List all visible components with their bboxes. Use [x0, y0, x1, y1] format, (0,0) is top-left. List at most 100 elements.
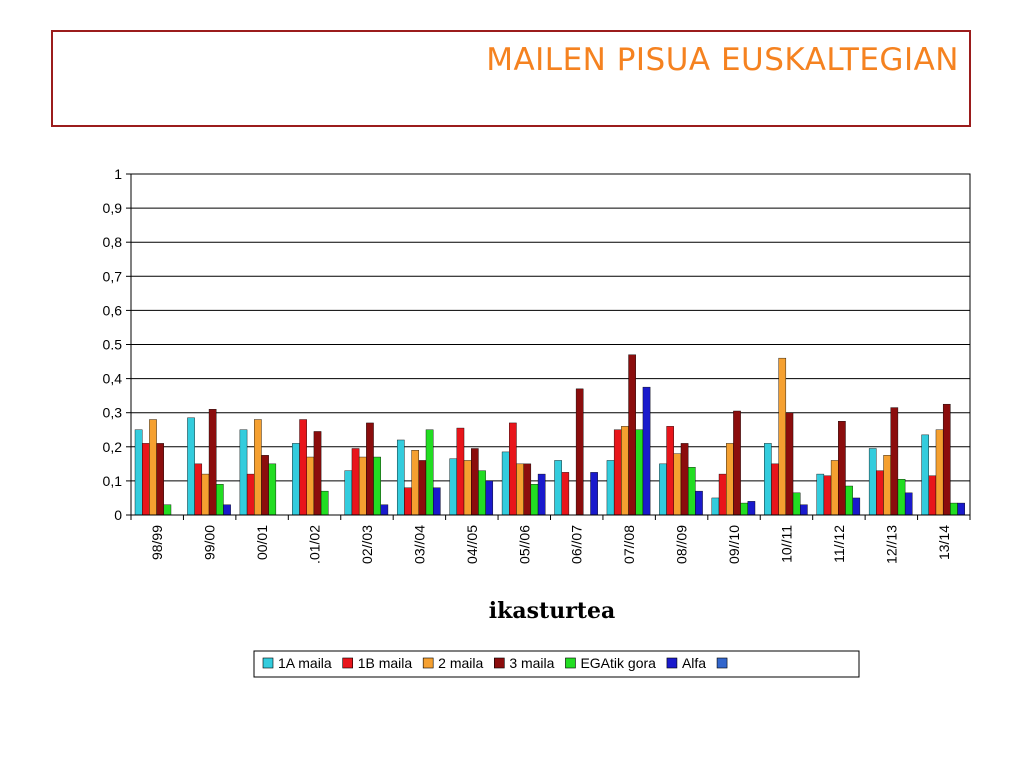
- x-tick-label: 05//06: [516, 525, 532, 564]
- bar: [785, 412, 794, 516]
- bar: [268, 463, 277, 516]
- legend: 1A maila 1B maila 2 maila 3 maila EGAtik gor…: [253, 650, 860, 678]
- bar: [156, 443, 165, 516]
- bar: [935, 429, 944, 516]
- bar: [764, 443, 772, 516]
- y-tick-label: 0,8: [103, 234, 123, 250]
- bar: [373, 456, 381, 516]
- bar: [509, 422, 517, 516]
- y-tick-label: 0,7: [103, 268, 123, 284]
- x-tick-label: 12//13: [883, 525, 899, 564]
- bar: [613, 429, 622, 516]
- bar: [876, 470, 884, 516]
- bar: [523, 463, 532, 516]
- bar: [816, 473, 825, 516]
- bar: [485, 480, 494, 516]
- x-tick-label: 06//07: [569, 525, 585, 564]
- bar: [380, 504, 389, 516]
- bar: [351, 448, 360, 516]
- bar: [216, 484, 224, 516]
- bar: [292, 443, 300, 516]
- bar: [239, 429, 248, 516]
- bar: [868, 448, 877, 516]
- bar: [366, 422, 374, 516]
- bar: [628, 354, 636, 516]
- bar: [261, 455, 269, 516]
- x-tick-label: 08//09: [674, 525, 690, 564]
- bar: [141, 443, 150, 516]
- bar: [642, 386, 651, 516]
- bar: [471, 448, 479, 516]
- bar: [201, 473, 210, 516]
- x-tick-label: 99/00: [202, 525, 218, 560]
- bar: [726, 443, 734, 516]
- legend-swatch: [716, 657, 728, 669]
- x-tick-label: 13/14: [936, 525, 952, 560]
- bar: [733, 410, 741, 516]
- x-tick-label: 98/99: [149, 525, 165, 560]
- y-tick-label: 0,2: [103, 439, 123, 455]
- bar: [149, 419, 157, 516]
- bar: [456, 427, 465, 516]
- title-box: MAILEN PISUA EUSKALTEGIAN: [51, 30, 971, 127]
- bar: [187, 417, 195, 516]
- y-tick-label: 0,3: [103, 405, 123, 421]
- bar: [792, 492, 801, 516]
- y-tick-label: 0,4: [103, 371, 123, 387]
- legend-swatch: [494, 657, 505, 669]
- bar: [463, 460, 472, 516]
- legend-swatch: [262, 657, 274, 669]
- page-title: MAILEN PISUA EUSKALTEGIAN: [486, 42, 959, 78]
- bar: [396, 439, 405, 516]
- bar: [718, 473, 727, 516]
- bar: [823, 475, 832, 516]
- legend-label: Alfa: [682, 655, 706, 671]
- bar: [575, 388, 584, 516]
- bar: [404, 487, 412, 516]
- x-axis-label: ikasturtea: [489, 598, 615, 624]
- bar: [942, 403, 951, 516]
- y-tick-label: 0,1: [103, 473, 123, 489]
- bar: [771, 463, 779, 516]
- bar: [897, 478, 906, 516]
- bar: [659, 463, 667, 516]
- bar: [950, 502, 958, 516]
- x-tick-label: 03//04: [411, 525, 427, 564]
- bar: [695, 490, 703, 516]
- x-tick-label: 09//10: [726, 525, 742, 564]
- bar: [904, 492, 913, 516]
- legend-label: 1B maila: [358, 655, 413, 671]
- legend-swatch: [666, 657, 678, 669]
- bar: [320, 490, 329, 516]
- bar: [246, 473, 255, 516]
- y-tick-label: 0,9: [103, 200, 123, 216]
- legend-swatch: [422, 657, 434, 669]
- bar: [673, 453, 682, 516]
- y-tick-label: 0: [114, 507, 122, 523]
- bar: [530, 484, 539, 516]
- bar: [516, 463, 524, 516]
- bar: [425, 429, 434, 516]
- bar: [687, 467, 696, 516]
- bar: [223, 504, 231, 516]
- bar: [449, 458, 458, 516]
- x-tick-label: 07//08: [621, 525, 637, 564]
- bar: [134, 429, 143, 516]
- bar: [432, 487, 441, 516]
- x-tick-label: 00/01: [254, 525, 270, 560]
- bar: [890, 407, 899, 516]
- bar: [163, 504, 172, 516]
- bar: [800, 504, 808, 516]
- x-tick-label: 02//03: [359, 525, 375, 564]
- legend-box: [253, 650, 860, 678]
- bar: [621, 426, 629, 516]
- legend-label: 1A maila: [278, 655, 332, 671]
- x-tick-label: 10//11: [778, 525, 794, 563]
- bars-group: [134, 354, 965, 516]
- y-tick-label: 0.5: [103, 337, 123, 353]
- bar: [838, 421, 846, 516]
- bar: [254, 419, 262, 516]
- bar: [747, 501, 756, 516]
- bar: [830, 460, 839, 516]
